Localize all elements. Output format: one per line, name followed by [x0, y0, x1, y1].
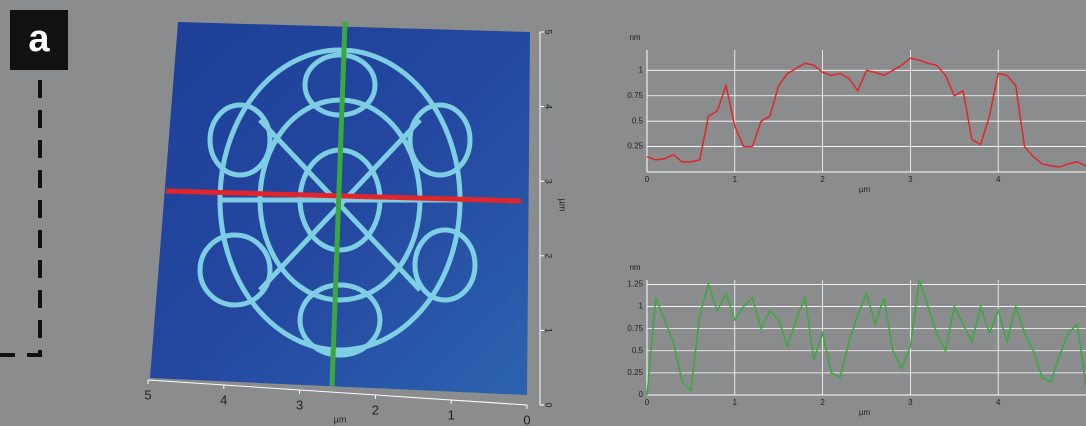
y-tick-label: 0.5	[632, 116, 644, 125]
x-tick-label: 2	[820, 175, 825, 184]
x-tick-label: 2	[820, 398, 825, 407]
y-axis-label: µm	[558, 199, 568, 212]
x-tick-label: 4	[220, 392, 227, 407]
panel-label: a	[28, 18, 50, 60]
x-tick-label: 3	[908, 175, 913, 184]
y-axis-label: nm	[629, 33, 640, 42]
x-tick-label: 3	[296, 397, 303, 412]
x-tick-label: 0	[523, 412, 530, 426]
y-tick-label: 0.25	[627, 368, 643, 377]
y-tick-label: 1	[639, 302, 644, 311]
x-tick-label: 1	[448, 407, 455, 422]
x-tick-label: 0	[645, 398, 650, 407]
y-tick-label: 1	[544, 328, 554, 333]
x-tick-label: 1	[733, 398, 738, 407]
data-line	[647, 280, 1086, 395]
y-tick-label: 1	[639, 65, 644, 74]
y-tick-label: 0.25	[627, 142, 643, 151]
x-axis-label: µm	[859, 185, 871, 194]
figure: a 5 4 3 2 1 0 µm 0 1 2 3 4 5 µm 0 1 2 3 4 0.25 0.5 0.75 1 nm µm 0…	[0, 0, 1086, 426]
x-tick-label: 1	[733, 175, 738, 184]
page: {"panel_label": "a", "chart_data": [ {"t…	[0, 0, 1086, 426]
data-line	[647, 58, 1086, 167]
dashed-connector	[0, 80, 40, 355]
y-tick-label: 1.25	[627, 280, 643, 289]
x-tick-label: 2	[372, 402, 379, 417]
x-tick-label: 4	[996, 398, 1001, 407]
x-tick-label: 3	[908, 398, 913, 407]
y-axis-label: nm	[629, 263, 640, 272]
x-axis-label: µm	[859, 408, 871, 417]
y-tick-label: 4	[544, 104, 554, 109]
y-tick-label: 5	[544, 29, 554, 34]
y-tick-label: 2	[544, 253, 554, 258]
y-tick-label: 0.75	[627, 324, 643, 333]
y-tick-label: 0.75	[627, 91, 643, 100]
y-tick-label: 0	[639, 390, 644, 399]
x-axis-label: µm	[334, 414, 347, 424]
x-tick-label: 0	[645, 175, 650, 184]
y-tick-label: 0.5	[632, 346, 644, 355]
x-tick-label: 4	[996, 175, 1001, 184]
y-tick-label: 3	[544, 179, 554, 184]
x-tick-label: 5	[144, 387, 151, 402]
y-tick-label: 0	[544, 402, 554, 407]
